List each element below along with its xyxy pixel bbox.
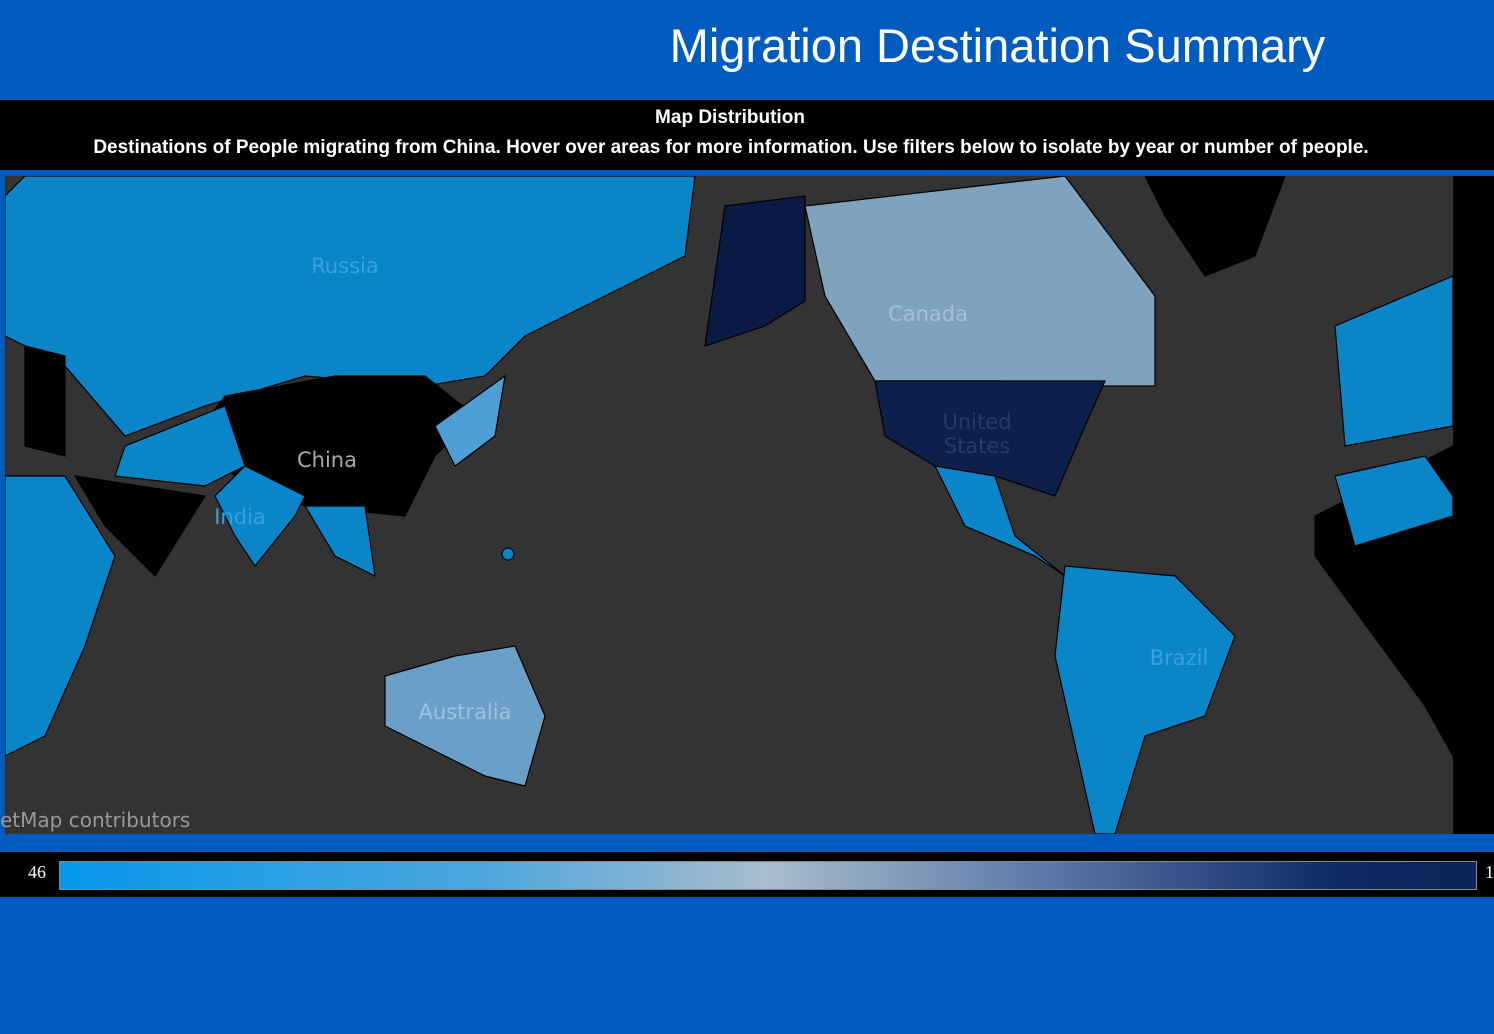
map-subtitle: Destinations of People migrating from Ch…: [93, 137, 1369, 158]
map-attribution: etMap contributors: [0, 808, 191, 832]
map-header: [0, 100, 1494, 170]
legend-max: 1: [1485, 862, 1494, 882]
map-label: Brazil: [1149, 646, 1209, 670]
map-label: Australia: [418, 700, 512, 724]
map-label: India: [214, 505, 266, 529]
map-label: China: [297, 448, 357, 472]
map-title: Map Distribution: [655, 107, 805, 128]
map-label: United States: [942, 410, 1012, 458]
map-label: Russia: [311, 254, 379, 278]
map[interactable]: [5, 176, 1453, 834]
map-label: Canada: [888, 302, 968, 326]
legend-min: 46: [28, 862, 46, 882]
color-legend: [59, 861, 1477, 890]
map-edge: [1453, 176, 1494, 834]
dashboard-title: Migration Destination Summary: [669, 19, 1326, 72]
